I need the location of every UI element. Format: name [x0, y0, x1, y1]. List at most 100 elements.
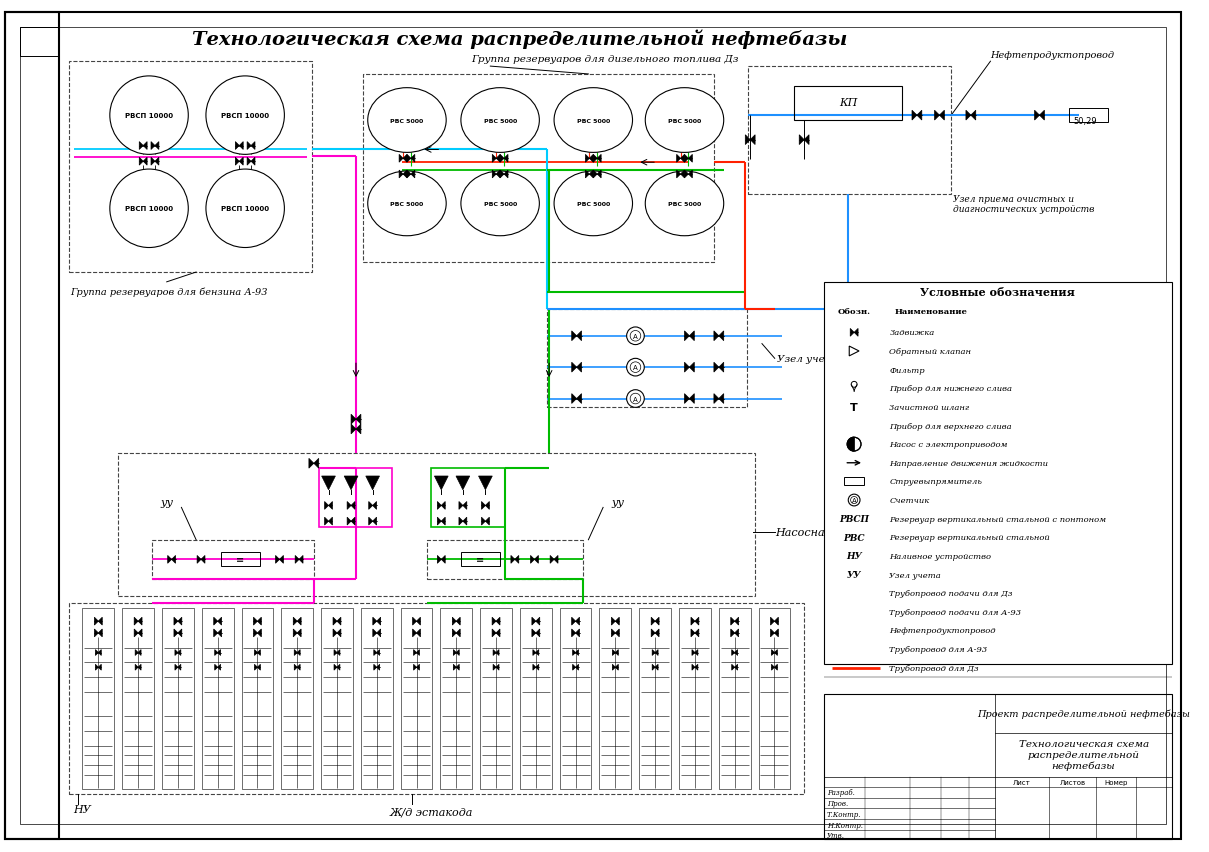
Polygon shape	[577, 394, 582, 404]
Polygon shape	[731, 650, 735, 656]
Polygon shape	[585, 171, 589, 179]
Polygon shape	[532, 618, 536, 625]
Bar	[480, 608, 511, 789]
Polygon shape	[218, 665, 220, 671]
Bar	[1069, 109, 1109, 123]
Polygon shape	[613, 650, 615, 656]
Circle shape	[110, 170, 189, 248]
Polygon shape	[554, 556, 559, 564]
Text: Прибор для нижнего слива: Прибор для нижнего слива	[890, 385, 1012, 393]
Polygon shape	[310, 459, 314, 469]
Polygon shape	[655, 630, 659, 637]
Bar	[823, 283, 1172, 665]
Polygon shape	[374, 650, 377, 656]
Polygon shape	[258, 665, 260, 671]
Circle shape	[626, 359, 644, 377]
Polygon shape	[771, 665, 775, 671]
Polygon shape	[413, 665, 417, 671]
Text: Ж/д эстакода: Ж/д эстакода	[389, 807, 473, 816]
Polygon shape	[731, 665, 735, 671]
Polygon shape	[719, 394, 724, 404]
Polygon shape	[492, 171, 496, 179]
Polygon shape	[347, 517, 351, 526]
Text: Обратный клапан: Обратный клапан	[890, 348, 972, 355]
Polygon shape	[294, 665, 297, 671]
Polygon shape	[501, 155, 504, 163]
Text: Струевыпрямитель: Струевыпрямитель	[890, 478, 983, 486]
Bar	[427, 540, 584, 579]
Polygon shape	[492, 618, 496, 625]
Polygon shape	[295, 556, 299, 564]
Polygon shape	[351, 502, 355, 509]
Polygon shape	[684, 331, 689, 342]
Polygon shape	[456, 630, 461, 637]
Polygon shape	[681, 171, 684, 179]
Polygon shape	[573, 665, 575, 671]
Text: Нефтепродуктопровод: Нефтепродуктопровод	[890, 627, 996, 635]
Text: Проект распределительной нефтебазы: Проект распределительной нефтебазы	[977, 709, 1190, 718]
Polygon shape	[713, 363, 719, 372]
Polygon shape	[135, 650, 138, 656]
Polygon shape	[771, 650, 775, 656]
Text: Трубопровод подачи для Дз: Трубопровод подачи для Дз	[890, 590, 1013, 597]
Polygon shape	[151, 158, 155, 166]
Polygon shape	[966, 111, 971, 121]
Polygon shape	[441, 517, 445, 526]
Polygon shape	[681, 155, 684, 163]
Bar	[560, 608, 591, 789]
Polygon shape	[594, 155, 597, 163]
Text: РВС 5000: РВС 5000	[667, 118, 701, 124]
Polygon shape	[730, 630, 735, 637]
Polygon shape	[533, 665, 536, 671]
Polygon shape	[655, 618, 659, 625]
Polygon shape	[254, 665, 258, 671]
Polygon shape	[532, 630, 536, 637]
Polygon shape	[201, 556, 206, 564]
Polygon shape	[453, 665, 456, 671]
Bar	[19, 28, 59, 57]
Polygon shape	[174, 618, 178, 625]
Polygon shape	[939, 111, 944, 121]
Polygon shape	[369, 517, 372, 526]
Ellipse shape	[646, 172, 724, 237]
Polygon shape	[351, 517, 355, 526]
Polygon shape	[138, 665, 141, 671]
Polygon shape	[94, 618, 98, 625]
Polygon shape	[351, 415, 355, 424]
Polygon shape	[151, 142, 155, 150]
Polygon shape	[369, 502, 372, 509]
Ellipse shape	[368, 89, 446, 153]
Polygon shape	[324, 502, 329, 509]
Polygon shape	[377, 650, 380, 656]
Text: Наименование: Наименование	[895, 308, 967, 316]
Circle shape	[848, 438, 861, 452]
Polygon shape	[534, 556, 538, 564]
Bar	[461, 553, 501, 567]
Polygon shape	[218, 650, 220, 656]
Text: РВС: РВС	[844, 533, 864, 542]
Text: Н.Контр.: Н.Контр.	[827, 820, 863, 829]
Polygon shape	[459, 502, 463, 509]
Polygon shape	[236, 142, 239, 150]
Polygon shape	[411, 171, 415, 179]
Polygon shape	[735, 665, 737, 671]
Polygon shape	[775, 665, 777, 671]
Text: Обозн.: Обозн.	[838, 308, 870, 316]
Text: РВСП 10000: РВСП 10000	[221, 113, 270, 119]
Text: A: A	[634, 396, 638, 402]
Polygon shape	[735, 650, 737, 656]
Bar	[432, 469, 505, 527]
Polygon shape	[692, 665, 695, 671]
Polygon shape	[770, 618, 775, 625]
Polygon shape	[695, 650, 698, 656]
Polygon shape	[377, 630, 381, 637]
Text: Пров.: Пров.	[827, 799, 848, 807]
Polygon shape	[411, 155, 415, 163]
Polygon shape	[239, 158, 243, 166]
Bar	[844, 478, 864, 486]
Polygon shape	[577, 363, 582, 372]
Polygon shape	[577, 331, 582, 342]
Polygon shape	[533, 650, 536, 656]
Polygon shape	[96, 665, 98, 671]
Polygon shape	[589, 155, 594, 163]
